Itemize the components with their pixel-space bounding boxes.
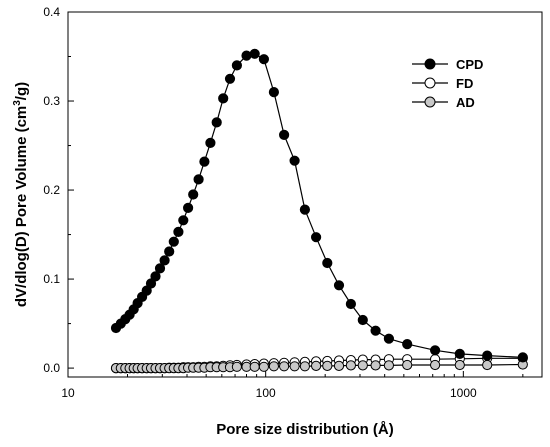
data-point-cpd bbox=[241, 50, 252, 61]
data-point-ad bbox=[370, 360, 381, 371]
y-axis-title-end: /g) bbox=[13, 82, 30, 100]
data-point-ad bbox=[249, 361, 260, 372]
data-point-cpd bbox=[311, 232, 322, 243]
data-point-cpd bbox=[168, 236, 179, 247]
series-layer bbox=[110, 48, 528, 374]
y-tick-label: 0.3 bbox=[43, 94, 60, 108]
data-point-cpd bbox=[154, 263, 166, 274]
data-point-ad bbox=[299, 361, 310, 372]
data-point-cpd bbox=[322, 257, 333, 269]
data-point-cpd bbox=[370, 325, 381, 336]
data-point-cpd bbox=[279, 129, 290, 140]
axes: 0.0 0.1 0.2 0.3 0.4 10 100 1000 bbox=[43, 5, 543, 400]
data-point-ad bbox=[454, 359, 465, 371]
data-point-cpd bbox=[345, 298, 356, 310]
x-tick-label: 1000 bbox=[450, 386, 477, 400]
y-tick-label: 0.2 bbox=[43, 183, 60, 197]
data-point-cpd bbox=[231, 60, 242, 71]
legend-item-cpd: CPD bbox=[412, 57, 483, 72]
y-axis-title-superscript: 3 bbox=[12, 100, 23, 106]
y-axis-title-main: dV/dlog(D) Pore Volume (cm bbox=[13, 106, 30, 307]
data-point-cpd bbox=[224, 73, 236, 84]
data-point-cpd bbox=[188, 189, 199, 200]
data-point-ad bbox=[289, 361, 300, 372]
data-point-ad bbox=[333, 360, 345, 371]
data-point-ad bbox=[482, 359, 493, 371]
y-axis-title: dV/dlog(D) Pore Volume (cm3/g) bbox=[12, 82, 30, 307]
data-point-cpd bbox=[482, 350, 493, 361]
data-point-ad bbox=[357, 360, 368, 371]
data-point-cpd bbox=[178, 215, 189, 226]
series-cpd bbox=[110, 48, 528, 363]
data-point-ad bbox=[430, 359, 441, 371]
data-point-cpd bbox=[159, 255, 170, 266]
legend-item-fd: FD bbox=[412, 76, 473, 91]
data-point-ad bbox=[345, 360, 356, 371]
data-point-cpd bbox=[173, 226, 184, 237]
data-point-cpd bbox=[383, 333, 394, 344]
data-point-ad bbox=[231, 361, 242, 372]
data-point-cpd bbox=[454, 348, 465, 359]
x-axis-title: Pore size distribution (Å) bbox=[216, 421, 394, 438]
data-point-cpd bbox=[211, 117, 222, 128]
data-point-cpd bbox=[517, 352, 528, 363]
legend-item-ad: AD bbox=[412, 95, 475, 110]
data-point-cpd bbox=[183, 202, 194, 213]
legend-label-fd: FD bbox=[456, 76, 473, 91]
y-tick-label: 0.0 bbox=[43, 361, 60, 375]
data-point-cpd bbox=[193, 174, 204, 185]
data-point-ad bbox=[383, 360, 394, 371]
data-point-cpd bbox=[299, 204, 310, 215]
data-point-cpd bbox=[333, 280, 345, 291]
data-point-ad bbox=[402, 359, 413, 371]
data-point-cpd bbox=[218, 93, 229, 104]
data-point-cpd bbox=[145, 278, 157, 289]
x-tick-label: 100 bbox=[256, 386, 276, 400]
data-point-ad bbox=[268, 361, 279, 372]
data-point-ad bbox=[279, 361, 290, 372]
data-point-cpd bbox=[199, 156, 210, 167]
plot-frame bbox=[67, 11, 543, 378]
data-point-cpd bbox=[258, 54, 269, 65]
data-point-cpd bbox=[205, 137, 216, 148]
data-point-ad bbox=[311, 360, 322, 371]
legend-marker-fd bbox=[424, 77, 436, 89]
data-point-cpd bbox=[268, 87, 279, 98]
legend: CPD FD AD bbox=[412, 57, 483, 110]
data-point-cpd bbox=[249, 48, 260, 59]
data-point-cpd bbox=[430, 345, 441, 356]
x-tick-label: 10 bbox=[61, 386, 75, 400]
data-point-cpd bbox=[357, 314, 368, 326]
legend-label-ad: AD bbox=[456, 95, 475, 110]
y-tick-label: 0.1 bbox=[43, 272, 60, 286]
data-point-ad bbox=[322, 360, 333, 371]
legend-marker-ad bbox=[424, 96, 436, 108]
data-point-cpd bbox=[289, 155, 300, 166]
series-ad bbox=[110, 359, 528, 374]
y-tick-label: 0.4 bbox=[43, 5, 60, 19]
data-point-cpd bbox=[164, 246, 175, 257]
legend-label-cpd: CPD bbox=[456, 57, 483, 72]
data-point-cpd bbox=[402, 339, 413, 350]
data-point-ad bbox=[258, 361, 269, 372]
legend-marker-cpd bbox=[424, 58, 436, 70]
data-point-cpd bbox=[150, 271, 161, 282]
